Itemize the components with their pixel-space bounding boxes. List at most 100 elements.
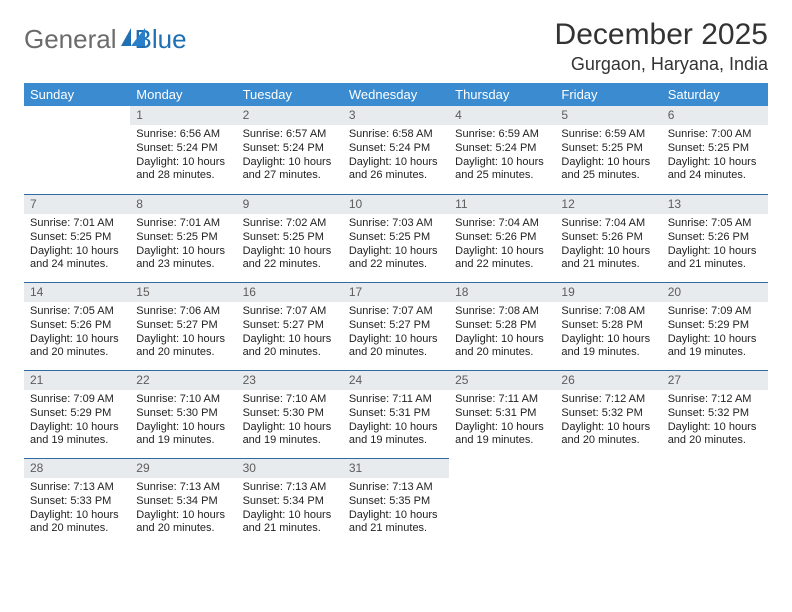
daylight-text: Daylight: 10 hours and 19 minutes.	[455, 421, 549, 449]
sunrise-text: Sunrise: 7:08 AM	[455, 305, 549, 319]
day-number: 16	[237, 282, 343, 302]
day-details: Sunrise: 7:09 AMSunset: 5:29 PMDaylight:…	[24, 390, 130, 452]
day-number: 30	[237, 458, 343, 478]
calendar-day-cell: 23Sunrise: 7:10 AMSunset: 5:30 PMDayligh…	[237, 370, 343, 458]
calendar-day-cell: 13Sunrise: 7:05 AMSunset: 5:26 PMDayligh…	[662, 194, 768, 282]
weekday-header: Saturday	[662, 83, 768, 106]
calendar-day-cell: 5Sunrise: 6:59 AMSunset: 5:25 PMDaylight…	[555, 106, 661, 194]
calendar-day-cell: 28Sunrise: 7:13 AMSunset: 5:33 PMDayligh…	[24, 458, 130, 546]
day-details: Sunrise: 7:04 AMSunset: 5:26 PMDaylight:…	[555, 214, 661, 276]
day-details: Sunrise: 6:57 AMSunset: 5:24 PMDaylight:…	[237, 125, 343, 187]
sunrise-text: Sunrise: 7:03 AM	[349, 217, 443, 231]
sunrise-text: Sunrise: 7:01 AM	[30, 217, 124, 231]
calendar-body: 1Sunrise: 6:56 AMSunset: 5:24 PMDaylight…	[24, 106, 768, 546]
sunset-text: Sunset: 5:31 PM	[455, 407, 549, 421]
day-number: 18	[449, 282, 555, 302]
sunrise-text: Sunrise: 7:05 AM	[668, 217, 762, 231]
day-details: Sunrise: 7:05 AMSunset: 5:26 PMDaylight:…	[662, 214, 768, 276]
sunset-text: Sunset: 5:28 PM	[561, 319, 655, 333]
sunrise-text: Sunrise: 7:09 AM	[30, 393, 124, 407]
day-number: 4	[449, 106, 555, 125]
daylight-text: Daylight: 10 hours and 20 minutes.	[30, 509, 124, 537]
sunrise-text: Sunrise: 7:09 AM	[668, 305, 762, 319]
daylight-text: Daylight: 10 hours and 23 minutes.	[136, 245, 230, 273]
day-details: Sunrise: 6:59 AMSunset: 5:24 PMDaylight:…	[449, 125, 555, 187]
calendar-day-cell: 18Sunrise: 7:08 AMSunset: 5:28 PMDayligh…	[449, 282, 555, 370]
day-number: 5	[555, 106, 661, 125]
day-details: Sunrise: 7:02 AMSunset: 5:25 PMDaylight:…	[237, 214, 343, 276]
day-number: 22	[130, 370, 236, 390]
day-details: Sunrise: 7:11 AMSunset: 5:31 PMDaylight:…	[449, 390, 555, 452]
sunset-text: Sunset: 5:34 PM	[243, 495, 337, 509]
calendar-day-cell: 31Sunrise: 7:13 AMSunset: 5:35 PMDayligh…	[343, 458, 449, 546]
sunrise-text: Sunrise: 7:12 AM	[668, 393, 762, 407]
day-details: Sunrise: 7:01 AMSunset: 5:25 PMDaylight:…	[130, 214, 236, 276]
day-number: 23	[237, 370, 343, 390]
calendar-week-row: 7Sunrise: 7:01 AMSunset: 5:25 PMDaylight…	[24, 194, 768, 282]
sunset-text: Sunset: 5:26 PM	[30, 319, 124, 333]
daylight-text: Daylight: 10 hours and 19 minutes.	[243, 421, 337, 449]
day-number: 21	[24, 370, 130, 390]
calendar-day-cell: 16Sunrise: 7:07 AMSunset: 5:27 PMDayligh…	[237, 282, 343, 370]
sunrise-text: Sunrise: 7:01 AM	[136, 217, 230, 231]
sunset-text: Sunset: 5:25 PM	[349, 231, 443, 245]
weekday-header: Friday	[555, 83, 661, 106]
location-subtitle: Gurgaon, Haryana, India	[555, 54, 768, 75]
sunrise-text: Sunrise: 7:04 AM	[561, 217, 655, 231]
calendar-day-cell: 22Sunrise: 7:10 AMSunset: 5:30 PMDayligh…	[130, 370, 236, 458]
sunset-text: Sunset: 5:26 PM	[561, 231, 655, 245]
daylight-text: Daylight: 10 hours and 20 minutes.	[243, 333, 337, 361]
day-details: Sunrise: 6:56 AMSunset: 5:24 PMDaylight:…	[130, 125, 236, 187]
daylight-text: Daylight: 10 hours and 20 minutes.	[136, 509, 230, 537]
day-details: Sunrise: 7:13 AMSunset: 5:34 PMDaylight:…	[237, 478, 343, 540]
sunrise-text: Sunrise: 7:00 AM	[668, 128, 762, 142]
sunrise-text: Sunrise: 6:59 AM	[455, 128, 549, 142]
day-number: 24	[343, 370, 449, 390]
daylight-text: Daylight: 10 hours and 20 minutes.	[30, 333, 124, 361]
daylight-text: Daylight: 10 hours and 19 minutes.	[668, 333, 762, 361]
sunrise-text: Sunrise: 7:11 AM	[455, 393, 549, 407]
sunset-text: Sunset: 5:27 PM	[243, 319, 337, 333]
day-details: Sunrise: 7:13 AMSunset: 5:34 PMDaylight:…	[130, 478, 236, 540]
day-number: 14	[24, 282, 130, 302]
sunset-text: Sunset: 5:25 PM	[243, 231, 337, 245]
sunset-text: Sunset: 5:26 PM	[668, 231, 762, 245]
page-header: General Blue December 2025 Gurgaon, Hary…	[24, 18, 768, 75]
day-details: Sunrise: 6:58 AMSunset: 5:24 PMDaylight:…	[343, 125, 449, 187]
day-details: Sunrise: 7:01 AMSunset: 5:25 PMDaylight:…	[24, 214, 130, 276]
sunrise-text: Sunrise: 7:04 AM	[455, 217, 549, 231]
day-number: 27	[662, 370, 768, 390]
day-number: 9	[237, 194, 343, 214]
calendar-day-cell	[555, 458, 661, 546]
sunset-text: Sunset: 5:35 PM	[349, 495, 443, 509]
daylight-text: Daylight: 10 hours and 20 minutes.	[561, 421, 655, 449]
calendar-day-cell: 6Sunrise: 7:00 AMSunset: 5:25 PMDaylight…	[662, 106, 768, 194]
sunrise-text: Sunrise: 7:07 AM	[349, 305, 443, 319]
daylight-text: Daylight: 10 hours and 22 minutes.	[349, 245, 443, 273]
day-details: Sunrise: 7:00 AMSunset: 5:25 PMDaylight:…	[662, 125, 768, 187]
daylight-text: Daylight: 10 hours and 21 minutes.	[243, 509, 337, 537]
day-number: 13	[662, 194, 768, 214]
day-number: 20	[662, 282, 768, 302]
weekday-header: Sunday	[24, 83, 130, 106]
sunset-text: Sunset: 5:27 PM	[136, 319, 230, 333]
sunset-text: Sunset: 5:24 PM	[349, 142, 443, 156]
daylight-text: Daylight: 10 hours and 24 minutes.	[30, 245, 124, 273]
calendar-day-cell	[449, 458, 555, 546]
day-details: Sunrise: 7:07 AMSunset: 5:27 PMDaylight:…	[343, 302, 449, 364]
sunset-text: Sunset: 5:24 PM	[136, 142, 230, 156]
calendar-day-cell: 1Sunrise: 6:56 AMSunset: 5:24 PMDaylight…	[130, 106, 236, 194]
daylight-text: Daylight: 10 hours and 20 minutes.	[668, 421, 762, 449]
sunset-text: Sunset: 5:29 PM	[30, 407, 124, 421]
day-number: 26	[555, 370, 661, 390]
sunrise-text: Sunrise: 6:59 AM	[561, 128, 655, 142]
day-details: Sunrise: 7:06 AMSunset: 5:27 PMDaylight:…	[130, 302, 236, 364]
day-details: Sunrise: 7:13 AMSunset: 5:33 PMDaylight:…	[24, 478, 130, 540]
sunrise-text: Sunrise: 7:02 AM	[243, 217, 337, 231]
daylight-text: Daylight: 10 hours and 27 minutes.	[243, 156, 337, 184]
weekday-header: Monday	[130, 83, 236, 106]
day-number: 19	[555, 282, 661, 302]
weekday-header: Thursday	[449, 83, 555, 106]
day-number: 2	[237, 106, 343, 125]
daylight-text: Daylight: 10 hours and 19 minutes.	[30, 421, 124, 449]
